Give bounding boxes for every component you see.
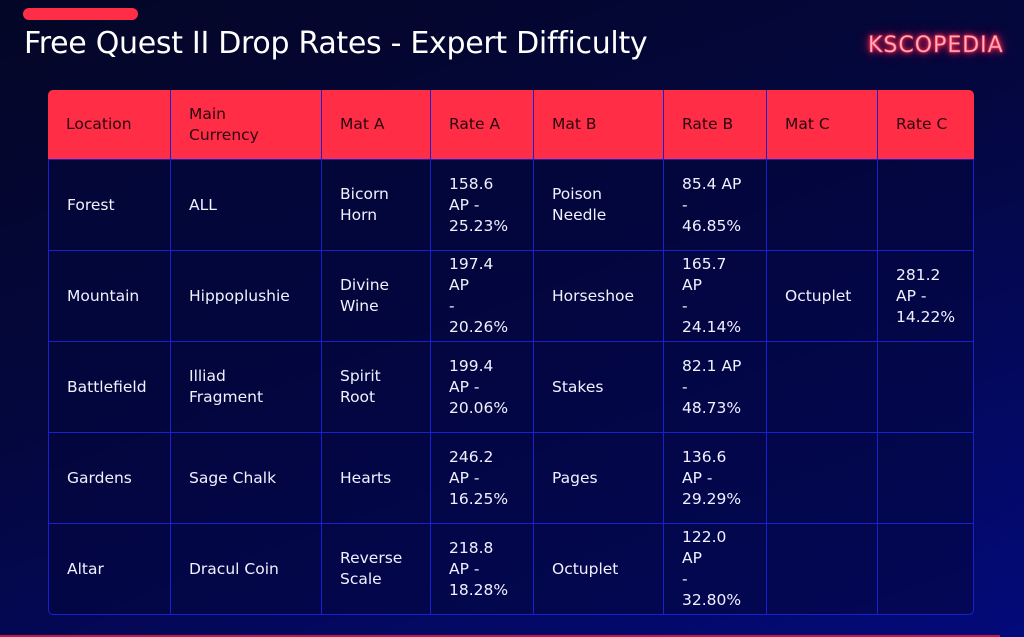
- cell-text: 85.4 AP - 46.85%: [682, 174, 742, 235]
- cell-text: Gardens: [67, 468, 132, 487]
- cell-text: Hippoplushie: [189, 286, 290, 305]
- cell-mat-c: [767, 160, 878, 251]
- bottom-divider: [0, 635, 1000, 637]
- cell-rate-b: 82.1 AP - 48.73%: [664, 342, 767, 433]
- cell-location: Battlefield: [48, 342, 171, 433]
- cell-text: Illiad Fragment: [189, 367, 264, 406]
- cell-text: Hearts: [340, 468, 392, 487]
- cell-mat-b: Stakes: [534, 342, 664, 433]
- cell-rate-b: 85.4 AP - 46.85%: [664, 160, 767, 251]
- cell-text: Octuplet: [552, 559, 619, 578]
- cell-rate-c: [878, 342, 974, 433]
- cell-text: 165.7 AP - 24.14%: [682, 255, 742, 336]
- cell-text: Bicorn Horn: [340, 185, 389, 224]
- kscopedia-logo: KSCOPEDIA: [868, 33, 1004, 59]
- cell-text: 218.8 AP - 18.28%: [449, 538, 509, 599]
- cell-text: Sage Chalk: [189, 468, 277, 487]
- cell-text: Battlefield: [67, 377, 147, 396]
- table-body: Forest ALL Bicorn Horn 158.6 AP - 25.23% Poi…: [48, 160, 974, 615]
- cell-text: 281.2 AP - 14.22%: [896, 265, 956, 326]
- cell-text: 158.6 AP - 25.23%: [449, 174, 509, 235]
- cell-main-currency: Illiad Fragment: [171, 342, 322, 433]
- cell-main-currency: Hippoplushie: [171, 251, 322, 342]
- cell-main-currency: Dracul Coin: [171, 524, 322, 615]
- cell-rate-b: 165.7 AP - 24.14%: [664, 251, 767, 342]
- cell-mat-b: Pages: [534, 433, 664, 524]
- cell-location: Mountain: [48, 251, 171, 342]
- table-row: Gardens Sage Chalk Hearts 246.2 AP - 16.25%…: [48, 433, 974, 524]
- column-header-location: Location: [48, 90, 171, 160]
- cell-mat-a: Bicorn Horn: [322, 160, 431, 251]
- accent-bar: [23, 8, 138, 20]
- cell-rate-a: 218.8 AP - 18.28%: [431, 524, 534, 615]
- cell-rate-b: 136.6 AP - 29.29%: [664, 433, 767, 524]
- cell-text: 199.4 AP - 20.06%: [449, 356, 509, 417]
- cell-text: 122.0 AP - 32.80%: [682, 528, 742, 609]
- cell-text: Stakes: [552, 377, 604, 396]
- cell-main-currency: ALL: [171, 160, 322, 251]
- column-header-rate-b: Rate B: [664, 90, 767, 160]
- cell-text: Spirit Root: [340, 367, 381, 406]
- cell-rate-c: 281.2 AP - 14.22%: [878, 251, 974, 342]
- cell-text: Octuplet: [785, 286, 852, 305]
- table-row: Battlefield Illiad Fragment Spirit Root 199…: [48, 342, 974, 433]
- cell-text: Divine Wine: [340, 276, 390, 315]
- cell-text: Mountain: [67, 286, 140, 305]
- cell-mat-c: [767, 524, 878, 615]
- table-row: Forest ALL Bicorn Horn 158.6 AP - 25.23% Poi…: [48, 160, 974, 251]
- page-title: Free Quest II Drop Rates - Expert Diffic…: [24, 26, 648, 61]
- cell-text: ALL: [189, 195, 217, 214]
- cell-rate-c: [878, 433, 974, 524]
- cell-mat-a: Hearts: [322, 433, 431, 524]
- cell-text: Horseshoe: [552, 286, 635, 305]
- cell-rate-c: [878, 524, 974, 615]
- cell-text: Dracul Coin: [189, 559, 279, 578]
- table-row: Altar Dracul Coin Reverse Scale 218.8 AP - …: [48, 524, 974, 615]
- column-header-mat-c: Mat C: [767, 90, 878, 160]
- cell-location: Gardens: [48, 433, 171, 524]
- cell-rate-c: [878, 160, 974, 251]
- cell-mat-b: Horseshoe: [534, 251, 664, 342]
- column-header-main-currency: Main Currency: [171, 90, 322, 160]
- cell-text: Reverse Scale: [340, 549, 403, 588]
- cell-location: Forest: [48, 160, 171, 251]
- cell-mat-a: Reverse Scale: [322, 524, 431, 615]
- cell-main-currency: Sage Chalk: [171, 433, 322, 524]
- cell-text: 136.6 AP - 29.29%: [682, 447, 742, 508]
- cell-mat-a: Spirit Root: [322, 342, 431, 433]
- cell-mat-b: Octuplet: [534, 524, 664, 615]
- cell-text: Altar: [67, 559, 104, 578]
- column-header-mat-a: Mat A: [322, 90, 431, 160]
- drop-rates-table: Location Main Currency Mat A Rate A Mat …: [48, 90, 974, 615]
- table-header-row: Location Main Currency Mat A Rate A Mat …: [48, 90, 974, 160]
- cell-mat-b: Poison Needle: [534, 160, 664, 251]
- cell-text: 197.4 AP - 20.26%: [449, 255, 509, 336]
- cell-rate-a: 197.4 AP - 20.26%: [431, 251, 534, 342]
- cell-text: 246.2 AP - 16.25%: [449, 447, 509, 508]
- column-header-rate-a: Rate A: [431, 90, 534, 160]
- cell-mat-a: Divine Wine: [322, 251, 431, 342]
- cell-text: Pages: [552, 468, 598, 487]
- cell-rate-a: 246.2 AP - 16.25%: [431, 433, 534, 524]
- column-header-rate-c: Rate C: [878, 90, 974, 160]
- cell-text: 82.1 AP - 48.73%: [682, 356, 742, 417]
- cell-mat-c: [767, 433, 878, 524]
- cell-mat-c: Octuplet: [767, 251, 878, 342]
- cell-location: Altar: [48, 524, 171, 615]
- cell-rate-a: 158.6 AP - 25.23%: [431, 160, 534, 251]
- cell-mat-c: [767, 342, 878, 433]
- cell-text: Forest: [67, 195, 115, 214]
- cell-rate-a: 199.4 AP - 20.06%: [431, 342, 534, 433]
- cell-rate-b: 122.0 AP - 32.80%: [664, 524, 767, 615]
- cell-text: Poison Needle: [552, 185, 607, 224]
- column-header-mat-b: Mat B: [534, 90, 664, 160]
- table-row: Mountain Hippoplushie Divine Wine 197.4 AP …: [48, 251, 974, 342]
